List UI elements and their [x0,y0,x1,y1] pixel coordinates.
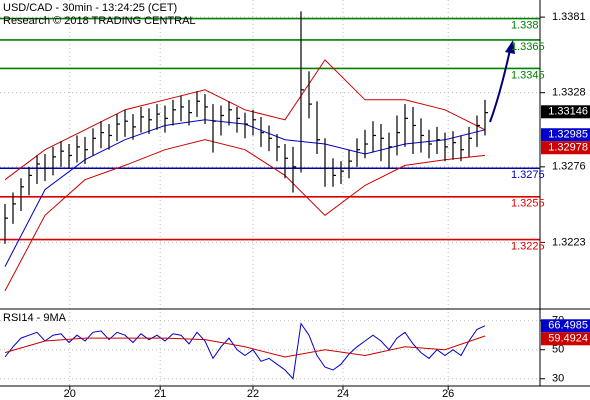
value-marker-box [541,141,590,155]
x-tick-label: 24 [337,388,349,400]
indicator-line [4,59,486,181]
x-tick-label: 20 [64,388,76,400]
x-tick-label: 21 [154,388,166,400]
value-marker-box [541,105,590,119]
value-marker-label: 1.32985 [548,129,588,141]
value-marker-box [541,319,590,333]
forecast-arrowhead [505,40,515,54]
rsi-line [4,322,486,380]
y-tick-label: 30 [552,373,564,385]
value-marker-box [541,332,590,346]
rsi-title: RSI14 - 9MA [3,312,67,324]
rsi-line [4,335,486,358]
value-marker-box [541,128,590,142]
level-label: 1.3255 [511,198,545,210]
y-tick-label: 1.3381 [552,11,586,23]
x-tick-label: 22 [247,388,259,400]
y-tick-label: 50 [552,344,564,356]
plot-layer [0,11,540,380]
value-marker-label: 1.33146 [548,106,588,118]
indicator-line [4,139,486,292]
y-tick-label: 1.3276 [552,161,586,173]
value-marker-label: 66.4985 [548,320,588,332]
y-tick-label: 1.3223 [552,236,586,248]
x-tick-label: 26 [442,388,454,400]
label-layer: USD/CAD - 30min - 13:24:25 (CET) Researc… [3,2,590,400]
chart-subtitle: Research © 2018 TRADING CENTRAL [3,15,196,27]
level-label: 1.3275 [511,169,545,181]
forecast-arrow [489,49,511,123]
level-label: 1.3345 [511,69,545,81]
chart-title: USD/CAD - 30min - 13:24:25 (CET) [3,2,177,14]
level-label: 1.3225 [511,240,545,252]
level-label: 1.338 [511,19,539,31]
level-label: 1.3365 [511,41,545,53]
value-marker-label: 59.4924 [548,333,588,345]
y-tick-label: 1.3328 [552,87,586,99]
value-marker-label: 1.32978 [548,142,588,154]
